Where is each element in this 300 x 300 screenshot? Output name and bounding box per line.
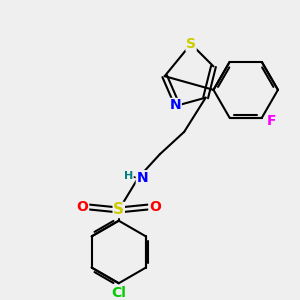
Text: Cl: Cl bbox=[111, 286, 126, 300]
Text: O: O bbox=[149, 200, 161, 214]
Text: N: N bbox=[169, 98, 181, 112]
Text: S: S bbox=[113, 202, 124, 217]
Text: O: O bbox=[77, 200, 88, 214]
Text: F: F bbox=[267, 114, 276, 128]
Text: S: S bbox=[186, 37, 196, 51]
Text: H: H bbox=[124, 171, 133, 181]
Text: N: N bbox=[136, 171, 148, 185]
